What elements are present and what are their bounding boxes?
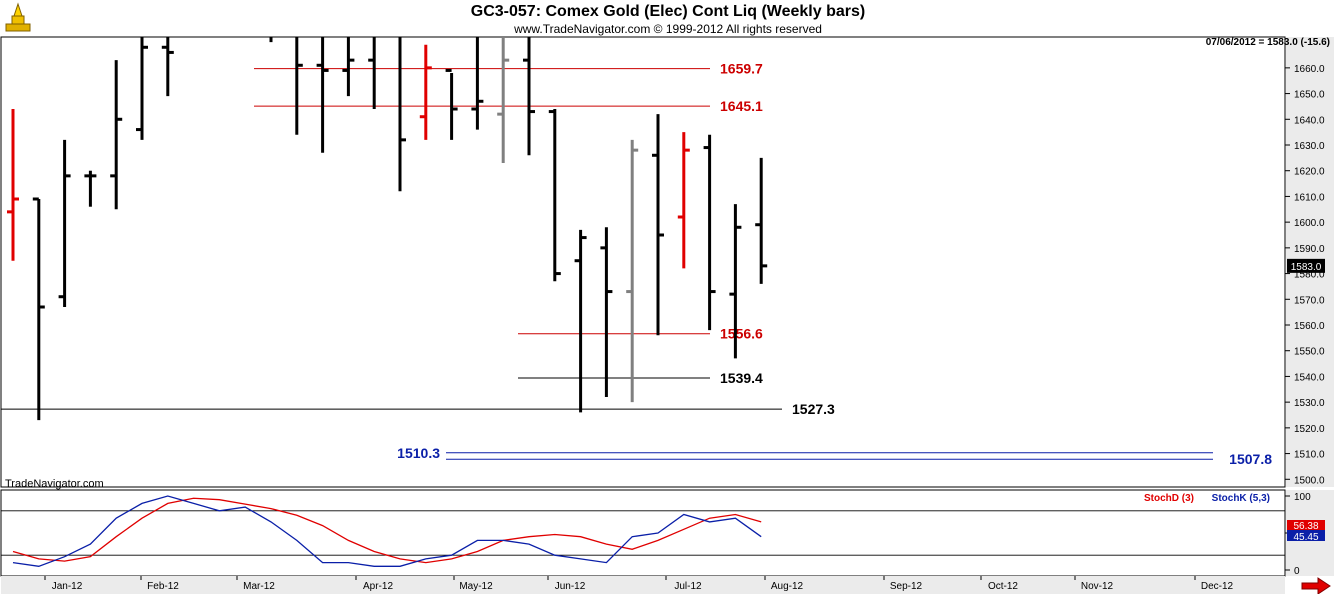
chart-title: GC3-057: Comex Gold (Elec) Cont Liq (Wee…: [470, 3, 866, 20]
price-tick-label: 1580.0: [1294, 270, 1325, 281]
level-label-s3: 1527.3: [792, 401, 835, 417]
ohlc-bars: [7, 0, 768, 421]
date-tick-label: Sep-12: [890, 581, 923, 592]
ohlc-bar: [188, 0, 200, 34]
date-axis-bg: [1, 576, 1285, 594]
date-tick-label: May-12: [459, 581, 493, 592]
date-tick-label: Jun-12: [555, 581, 586, 592]
date-tick-label: Feb-12: [147, 581, 179, 592]
ohlc-bar: [703, 134, 716, 331]
copyright-notice: www.TradeNavigator.com © 1999-2012 All r…: [514, 22, 822, 36]
ohlc-bar: [497, 37, 510, 163]
ohlc-bar: [729, 204, 742, 359]
scroll-right-arrow-icon[interactable]: [1301, 577, 1331, 594]
trade-navigator-logo-icon: [5, 2, 31, 32]
price-panel-frame: [0, 36, 1286, 488]
ohlc-bar: [161, 37, 174, 97]
projection-label-p1: 1510.3: [397, 445, 440, 461]
price-tick-label: 1560.0: [1294, 321, 1325, 332]
stoch-tick-label: 100: [1294, 492, 1311, 503]
stochk-legend: StochK (5,3): [1212, 493, 1270, 504]
date-axis: Jan-12 Feb-12 Mar-12 Apr-12 May-12 Jun-12 Jul-…: [44, 576, 1234, 592]
projection-label-p2: 1507.8: [1229, 451, 1272, 467]
stochastic-panel: 050100: [1, 492, 1311, 577]
ohlc-bar: [58, 139, 71, 307]
price-tick-label: 1520.0: [1294, 424, 1325, 435]
ohlc-bar: [368, 37, 376, 109]
price-tick-label: 1630.0: [1294, 141, 1325, 152]
stoch-last-values: 56.38 45.45: [1287, 520, 1325, 543]
date-tick-label: Jul-12: [674, 581, 702, 592]
price-tick-label: 1550.0: [1294, 347, 1325, 358]
stoch-line-k: [12, 495, 762, 567]
ohlc-bar: [110, 60, 123, 210]
date-tick-label: Apr-12: [363, 581, 393, 592]
price-tick-label: 1500.0: [1294, 475, 1325, 486]
date-tick-label: Dec-12: [1201, 581, 1234, 592]
price-tag: 1583.0: [1287, 258, 1325, 273]
date-tick-label: Jan-12: [52, 581, 83, 592]
ohlc-bar: [548, 109, 561, 282]
price-tick-label: 1540.0: [1294, 372, 1325, 383]
ohlc-bar: [523, 37, 535, 156]
ohlc-bar: [755, 157, 768, 284]
ohlc-bar: [445, 68, 458, 140]
last-value-readout: 07/06/2012 = 1583.0 (-15.6): [1206, 37, 1330, 48]
price-tick-label: 1640.0: [1294, 115, 1325, 126]
level-label-s2: 1539.4: [720, 370, 763, 386]
ohlc-bar: [269, 37, 273, 43]
level-label-r2: 1645.1: [720, 98, 763, 114]
title-bar: GC3-057: Comex Gold (Elec) Cont Liq (Wee…: [0, 0, 1336, 38]
stoch-tick-label: 0: [1294, 566, 1300, 577]
ohlc-bar: [32, 197, 45, 421]
price-tick-label: 1530.0: [1294, 398, 1325, 409]
price-tag-label: 1583.0: [1291, 262, 1322, 273]
stoch-legend: StochD (3) StochK (5,3): [1144, 493, 1270, 504]
stochd-legend: StochD (3): [1144, 493, 1194, 504]
brand-label: TradeNavigator.com: [5, 478, 104, 490]
ohlc-bar: [471, 37, 484, 130]
support-resistance-levels: 1659.7 1645.1 1556.6 1539.4 1527.3 1510.3 1507…: [1, 61, 1272, 467]
price-tick-label: 1570.0: [1294, 295, 1325, 306]
price-tick-label: 1600.0: [1294, 218, 1325, 229]
ohlc-bar: [295, 37, 303, 135]
price-tick-label: 1650.0: [1294, 90, 1325, 101]
ohlc-bar: [419, 44, 432, 140]
ohlc-bar: [342, 37, 355, 97]
date-tick-label: Oct-12: [988, 581, 1018, 592]
stochk-last-value: 45.45: [1293, 532, 1318, 543]
ohlc-bar: [652, 114, 664, 336]
ohlc-bar: [677, 132, 690, 269]
date-tick-label: Nov-12: [1081, 581, 1114, 592]
price-tick-label: 1620.0: [1294, 167, 1325, 178]
date-tick-label: Mar-12: [243, 581, 275, 592]
price-tick-label: 1610.0: [1294, 192, 1325, 203]
stochd-last-value: 56.38: [1293, 521, 1318, 532]
ohlc-bar: [626, 139, 639, 403]
level-label-r1: 1659.7: [720, 61, 763, 77]
date-tick-label: Aug-12: [771, 581, 804, 592]
ohlc-bar: [574, 229, 587, 413]
stoch-line-d: [12, 497, 762, 564]
price-tick-label: 1660.0: [1294, 64, 1325, 75]
ohlc-bar: [600, 227, 613, 397]
ohlc-bar: [7, 109, 19, 261]
price-tick-label: 1510.0: [1294, 450, 1325, 461]
ohlc-bar: [84, 170, 97, 207]
price-axis: 1500.0 1510.0 1520.0 1530.0 1540.0 1550.0 1560…: [1285, 64, 1325, 486]
ohlc-bar: [316, 37, 329, 153]
level-label-s1: 1556.6: [720, 326, 763, 342]
ohlc-bar: [136, 37, 148, 140]
ohlc-bar: [398, 37, 406, 192]
price-tick-label: 1590.0: [1294, 244, 1325, 255]
